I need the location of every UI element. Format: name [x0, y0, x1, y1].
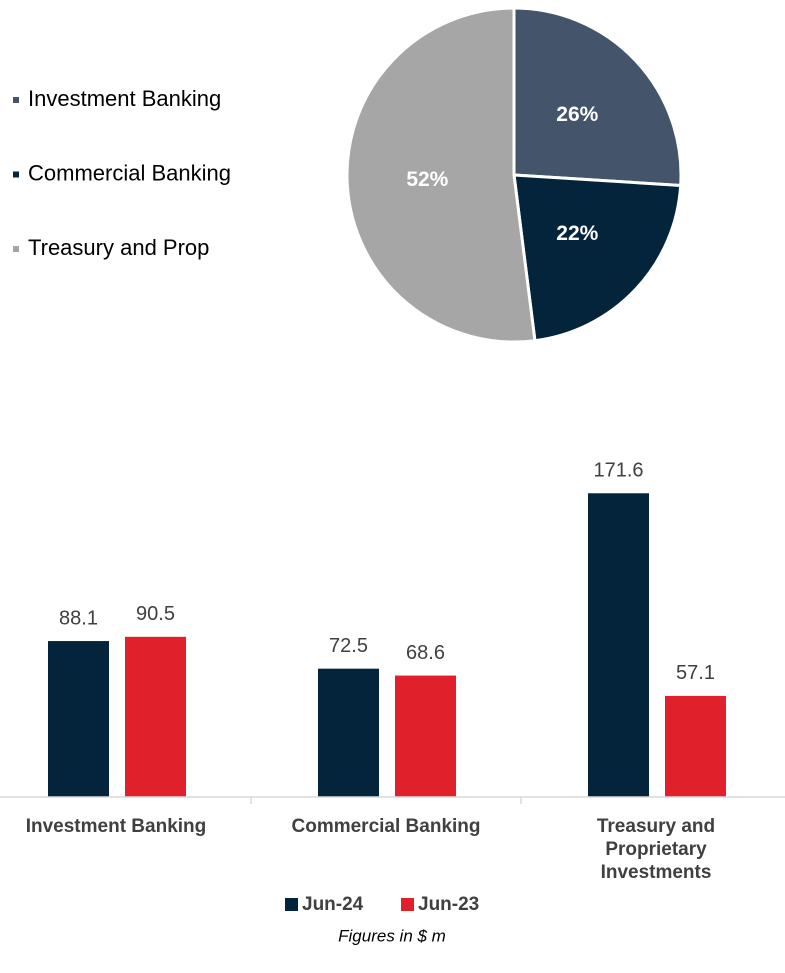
bar [125, 636, 186, 797]
x-tick-label: Investment Banking [25, 816, 207, 837]
bar [48, 641, 109, 797]
bar [588, 493, 649, 797]
bar [318, 668, 379, 797]
pie-slice [345, 6, 537, 344]
data-label: 90.5 [136, 603, 175, 625]
legend-label: Jun-23 [418, 894, 479, 915]
pie-slice [512, 173, 683, 343]
data-label: 88.1 [59, 607, 98, 629]
legend-swatch [13, 246, 19, 252]
x-tick-label: Commercial Banking [291, 816, 481, 837]
legend-label: Commercial Banking [28, 160, 231, 185]
legend-swatch [401, 898, 414, 911]
pie-slice [512, 6, 683, 188]
data-label: 72.5 [329, 635, 368, 657]
legend-swatch [285, 898, 298, 911]
legend-label: Investment Banking [28, 86, 221, 111]
legend-swatch [13, 97, 19, 103]
data-label: 171.6 [593, 460, 643, 482]
data-label: 57.1 [676, 662, 715, 684]
legend-label: Jun-24 [302, 894, 364, 915]
data-label: 26% [556, 103, 598, 126]
note: Figures in $ m [338, 926, 446, 945]
bar [395, 675, 456, 797]
data-label: 22% [556, 222, 598, 245]
data-label: 52% [406, 168, 448, 191]
legend-label: Treasury and Prop [28, 235, 209, 260]
bar [665, 695, 726, 797]
data-label: 68.6 [406, 642, 445, 664]
legend-swatch [13, 171, 19, 178]
x-tick-label: Treasury and Proprietary Investments [596, 816, 716, 883]
